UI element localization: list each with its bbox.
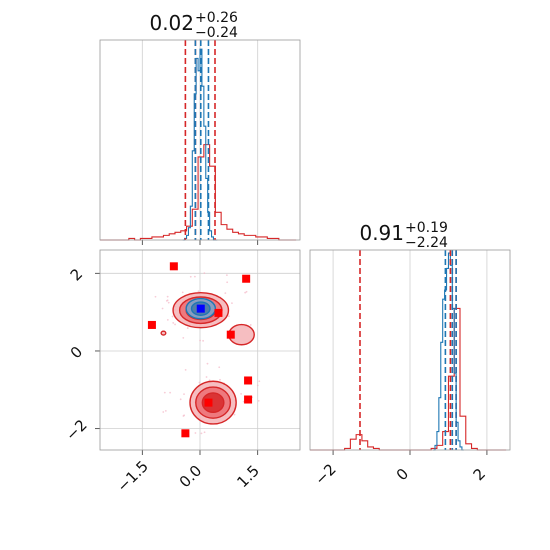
sample-point: [231, 302, 233, 305]
histogram-panel-param-1: 0.02 +0.26−0.24: [99, 10, 301, 245]
histogram-panel-param-2: −2 0 2 0.91 +0.19−2.24: [309, 220, 511, 489]
sample-point: [166, 299, 169, 302]
histogram-red-series: [310, 307, 507, 451]
red-contour-level: [201, 392, 225, 414]
y-tick-label: 0: [67, 343, 86, 362]
red-marker: [169, 262, 178, 271]
red-marker: [226, 330, 235, 339]
axes-frame: [99, 249, 301, 451]
x-tick-label: −1.5: [114, 457, 152, 495]
sample-point: [194, 432, 197, 434]
sample-point: [198, 381, 201, 384]
sample-point: [172, 322, 175, 324]
title-value: 0.91: [359, 221, 404, 245]
sample-point: [197, 290, 200, 293]
sample-point: [162, 411, 165, 413]
sample-point: [226, 281, 229, 284]
red-marker: [204, 398, 213, 407]
histogram-blue-series: [433, 252, 464, 451]
y-tick-label: −2: [62, 416, 90, 444]
sample-point: [182, 336, 185, 339]
x-tick-label: −2: [311, 460, 339, 488]
red-marker: [147, 320, 156, 329]
title-upper-error: +0.19: [405, 220, 448, 236]
sample-point: [245, 290, 248, 293]
red-marker: [244, 376, 253, 385]
sample-point: [182, 415, 185, 417]
y-tick-label: 2: [67, 265, 86, 284]
sample-point: [233, 413, 236, 416]
sample-point: [240, 392, 243, 395]
sample-point: [206, 362, 209, 365]
axes-frame: [99, 39, 301, 241]
sample-point: [179, 398, 182, 401]
sample-point: [205, 376, 208, 378]
axes-frame: [309, 249, 511, 451]
sample-point: [199, 339, 201, 342]
x-tick-label: 2: [470, 465, 489, 484]
sample-point: [167, 301, 170, 304]
blue-marker: [196, 304, 205, 313]
sample-point: [224, 292, 227, 294]
sample-point: [258, 380, 261, 383]
sample-point: [166, 295, 169, 298]
sample-point: [249, 324, 252, 326]
histogram-red-series: [100, 144, 297, 241]
sample-point: [164, 409, 167, 412]
sample-point: [183, 393, 185, 396]
sample-point: [181, 291, 184, 294]
sample-point: [219, 378, 221, 381]
sample-point: [202, 339, 205, 342]
sample-point: [154, 295, 157, 298]
sample-point: [203, 431, 206, 434]
red-contour-level: [160, 330, 167, 336]
x-tick-label: 0.0: [176, 462, 206, 492]
joint-contour-panel: −1.5 0.0 1.5 2 0 −2: [62, 249, 301, 496]
panel-title: 0.02 +0.26−0.24: [149, 10, 238, 41]
red-marker: [244, 395, 253, 404]
red-marker: [181, 429, 190, 438]
sample-point: [186, 327, 189, 329]
sample-point: [171, 315, 174, 318]
title-upper-error: +0.26: [195, 10, 238, 26]
sample-point: [203, 272, 206, 275]
title-lower-error: −0.24: [195, 25, 238, 41]
title-lower-error: −2.24: [405, 235, 448, 251]
sample-point: [163, 391, 166, 394]
panel-title: 0.91 +0.19−2.24: [359, 220, 448, 251]
x-tick-label: 0: [393, 465, 412, 484]
sample-point: [184, 368, 187, 371]
sample-point: [228, 315, 230, 318]
sample-point: [225, 274, 228, 277]
sample-point: [257, 399, 260, 402]
sample-point: [169, 391, 172, 394]
sample-point: [256, 384, 259, 387]
sample-point: [218, 366, 221, 369]
red-marker: [242, 274, 251, 283]
sample-point: [193, 275, 196, 278]
x-tick-label: 1.5: [233, 462, 263, 492]
sample-point: [166, 318, 169, 321]
sample-point: [200, 432, 203, 435]
red-marker: [214, 308, 223, 317]
sample-point: [161, 307, 164, 310]
sample-point: [174, 323, 176, 326]
sample-point: [189, 275, 192, 278]
title-value: 0.02: [149, 11, 194, 35]
sample-point: [244, 291, 247, 294]
